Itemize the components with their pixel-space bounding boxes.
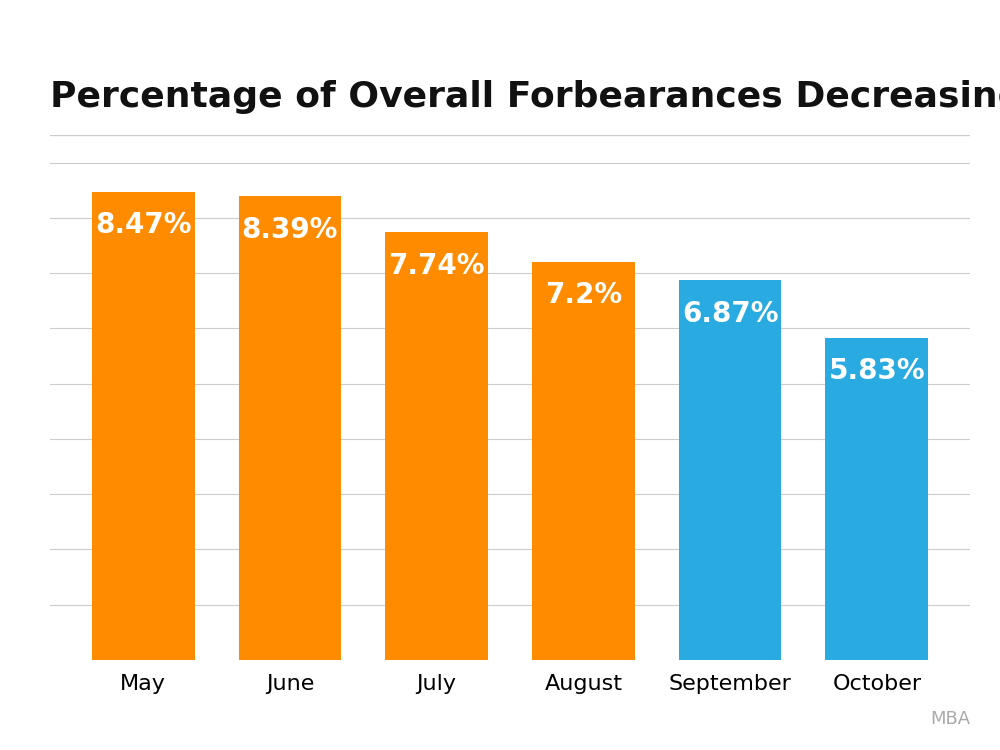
Text: 6.87%: 6.87%	[682, 300, 778, 328]
Bar	[532, 262, 635, 660]
Text: 8.39%: 8.39%	[242, 216, 338, 244]
Bar	[92, 192, 195, 660]
Bar	[679, 280, 781, 660]
Bar	[239, 196, 341, 660]
Text: Percentage of Overall Forbearances Decreasing: Percentage of Overall Forbearances Decre…	[50, 80, 1000, 114]
Bar	[385, 232, 488, 660]
Text: 5.83%: 5.83%	[829, 357, 925, 386]
Text: 7.74%: 7.74%	[388, 251, 485, 280]
Bar	[825, 338, 928, 660]
Text: 7.2%: 7.2%	[545, 281, 622, 310]
Text: 8.47%: 8.47%	[95, 211, 191, 239]
Text: MBA: MBA	[930, 710, 970, 728]
